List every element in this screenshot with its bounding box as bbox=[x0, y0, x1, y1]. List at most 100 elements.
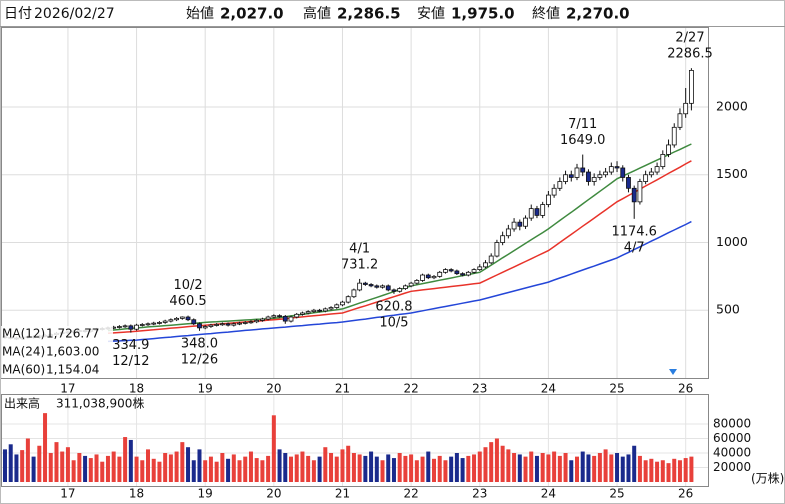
volume-bar bbox=[603, 449, 608, 482]
volume-bar bbox=[460, 458, 465, 482]
candle-body bbox=[666, 144, 671, 155]
x-tick-label: 22 bbox=[403, 487, 418, 501]
candle-body bbox=[294, 313, 300, 318]
candle-body bbox=[271, 315, 277, 318]
volume-panel bbox=[1, 394, 709, 487]
volume-bar bbox=[300, 451, 305, 482]
candle-body bbox=[563, 174, 568, 182]
candle-body bbox=[414, 280, 420, 284]
candle-body bbox=[357, 282, 363, 291]
volume-bar bbox=[655, 461, 660, 482]
volume-bar bbox=[586, 454, 591, 482]
candle-body bbox=[117, 326, 122, 328]
volume-bar bbox=[208, 456, 213, 482]
candle-body bbox=[317, 309, 323, 312]
volume-bar bbox=[477, 451, 482, 482]
candle-body bbox=[374, 285, 380, 288]
candle-body bbox=[626, 177, 631, 189]
candle-body bbox=[345, 296, 351, 303]
field-value: 2,027.0 bbox=[220, 5, 284, 23]
x-tick-label: 25 bbox=[609, 487, 624, 501]
volume-bar bbox=[289, 456, 293, 482]
x-tick-label: 21 bbox=[335, 382, 350, 396]
volume-bar bbox=[466, 455, 471, 482]
candle-body bbox=[425, 274, 431, 279]
x-tick-label: 24 bbox=[541, 487, 556, 501]
candle-body bbox=[568, 174, 574, 178]
volume-bar bbox=[334, 456, 339, 482]
marker bbox=[669, 369, 677, 375]
candle-body bbox=[139, 324, 145, 326]
candle-body bbox=[128, 325, 134, 330]
candle-body bbox=[157, 322, 162, 324]
candle-body bbox=[523, 217, 528, 227]
volume-bar bbox=[649, 458, 654, 482]
volume-bar bbox=[20, 450, 25, 482]
volume-tick-label: 20000 bbox=[713, 460, 751, 474]
candle-body bbox=[145, 323, 151, 326]
candle-body bbox=[231, 323, 237, 326]
x-tick-label: 18 bbox=[129, 382, 144, 396]
candle-body bbox=[477, 266, 483, 270]
volume-bar bbox=[552, 451, 557, 482]
volume-bar bbox=[37, 445, 42, 482]
volume-bar bbox=[677, 460, 682, 482]
volume-bar bbox=[420, 456, 425, 482]
candle-body bbox=[689, 70, 694, 104]
volume-bar bbox=[174, 451, 179, 482]
volume-bar bbox=[437, 455, 442, 482]
volume-unit: (万株) bbox=[751, 471, 784, 486]
volume-bar bbox=[666, 463, 671, 482]
candle-body bbox=[454, 270, 460, 275]
annotation-date: 2/27 bbox=[675, 31, 704, 46]
candle-body bbox=[134, 324, 139, 330]
candle-body bbox=[534, 208, 540, 216]
volume-bar bbox=[563, 453, 568, 482]
volume-bar bbox=[615, 453, 620, 482]
header-fields: 始値 2,027.0 高値 2,286.5 安値 1,975.0 終値 2,270.0 bbox=[186, 5, 630, 23]
field-label: 終値 bbox=[532, 6, 560, 22]
annotation-date: 12/12 bbox=[112, 354, 149, 369]
volume-bar bbox=[546, 454, 551, 482]
candle-body bbox=[431, 275, 437, 279]
volume-bar bbox=[683, 458, 688, 482]
volume-bar bbox=[186, 447, 191, 482]
candle-body bbox=[311, 309, 317, 313]
annotation-date: 10/2 bbox=[173, 278, 202, 293]
volume-bar bbox=[43, 413, 48, 482]
volume-bar bbox=[88, 458, 93, 482]
volume-bar bbox=[231, 454, 236, 482]
volume-total: 311,038,900株 bbox=[56, 396, 144, 411]
candle-body bbox=[677, 113, 683, 128]
volume-bar bbox=[243, 456, 248, 482]
legend-name: MA(12) bbox=[2, 327, 45, 341]
candle-body bbox=[174, 317, 180, 321]
volume-bar bbox=[220, 453, 225, 482]
x-tick-label: 19 bbox=[198, 487, 213, 501]
y-tick-label: 1000 bbox=[716, 234, 748, 249]
volume-bar bbox=[134, 456, 139, 482]
candle-body bbox=[237, 322, 242, 325]
field-label: 始値 bbox=[186, 6, 214, 22]
candle-body bbox=[671, 126, 677, 146]
x-tick-label: 18 bbox=[129, 487, 144, 501]
x-tick-label: 23 bbox=[472, 382, 487, 396]
volume-bar bbox=[512, 453, 517, 482]
x-tick-label: 25 bbox=[609, 382, 624, 396]
candle-body bbox=[219, 323, 225, 326]
volume-bar bbox=[266, 455, 271, 482]
candle-body bbox=[586, 171, 591, 182]
volume-bar bbox=[346, 445, 351, 482]
candle-body bbox=[305, 311, 311, 314]
volume-bar bbox=[534, 455, 539, 482]
x-tick-label: 22 bbox=[403, 382, 418, 396]
volume-bar bbox=[197, 449, 202, 482]
volume-bar bbox=[506, 449, 511, 482]
volume-bar bbox=[77, 453, 82, 482]
x-tick-label: 24 bbox=[541, 382, 556, 396]
candle-body bbox=[191, 319, 197, 325]
x-tick-label: 20 bbox=[266, 487, 281, 501]
candle-body bbox=[608, 166, 614, 173]
